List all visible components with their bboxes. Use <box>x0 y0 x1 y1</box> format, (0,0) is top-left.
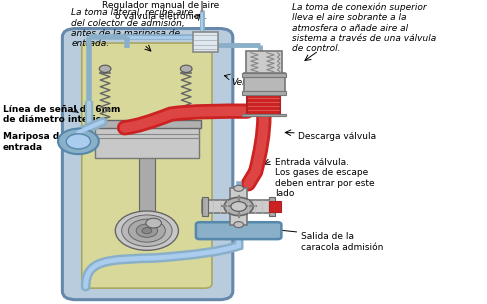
Circle shape <box>234 185 244 191</box>
Text: Entrada válvula.
Los gases de escape
deben entrar por este
lado: Entrada válvula. Los gases de escape deb… <box>275 158 375 198</box>
Bar <box>202 197 208 216</box>
Circle shape <box>231 202 246 211</box>
Bar <box>93 120 201 128</box>
Bar <box>192 33 218 52</box>
Text: Salida de la
caracola admisión: Salida de la caracola admisión <box>301 232 383 252</box>
Text: Mariposa de
entrada: Mariposa de entrada <box>2 132 65 152</box>
Bar <box>244 73 285 93</box>
Text: Descarga válvula: Descarga válvula <box>298 132 376 141</box>
Circle shape <box>115 211 178 250</box>
Bar <box>246 51 282 75</box>
Text: Venturi: Venturi <box>231 78 264 87</box>
Circle shape <box>122 215 172 247</box>
Circle shape <box>129 219 165 242</box>
Text: Regulador manual de aire
o válvula eletrónica.: Regulador manual de aire o válvula eletr… <box>102 1 220 21</box>
Text: Línea de señal de 6mm
de diámetro interior: Línea de señal de 6mm de diámetro interi… <box>2 105 120 125</box>
Circle shape <box>99 65 111 72</box>
Circle shape <box>142 228 152 234</box>
Bar <box>269 197 275 216</box>
Bar <box>242 92 286 95</box>
Circle shape <box>180 65 192 72</box>
Circle shape <box>234 222 244 228</box>
Circle shape <box>66 134 91 149</box>
Bar <box>269 201 281 212</box>
Bar <box>242 73 286 77</box>
Bar <box>139 157 155 228</box>
Text: La toma de conexión superior
lleva el aire sobrante a la
atmosfera o añade aire : La toma de conexión superior lleva el ai… <box>292 2 436 53</box>
Bar <box>242 114 286 116</box>
Text: La toma lateral, recibe aire
del colector de admisión,
antes de la mariposa de
e: La toma lateral, recibe aire del colecto… <box>71 8 193 48</box>
FancyBboxPatch shape <box>82 43 212 288</box>
Bar <box>202 200 275 213</box>
Bar <box>247 92 281 116</box>
Bar <box>95 126 199 158</box>
Circle shape <box>136 224 158 237</box>
FancyBboxPatch shape <box>62 29 233 300</box>
Circle shape <box>224 197 253 216</box>
Circle shape <box>146 218 161 228</box>
FancyBboxPatch shape <box>196 222 281 239</box>
Bar <box>230 188 247 225</box>
Circle shape <box>58 129 99 154</box>
